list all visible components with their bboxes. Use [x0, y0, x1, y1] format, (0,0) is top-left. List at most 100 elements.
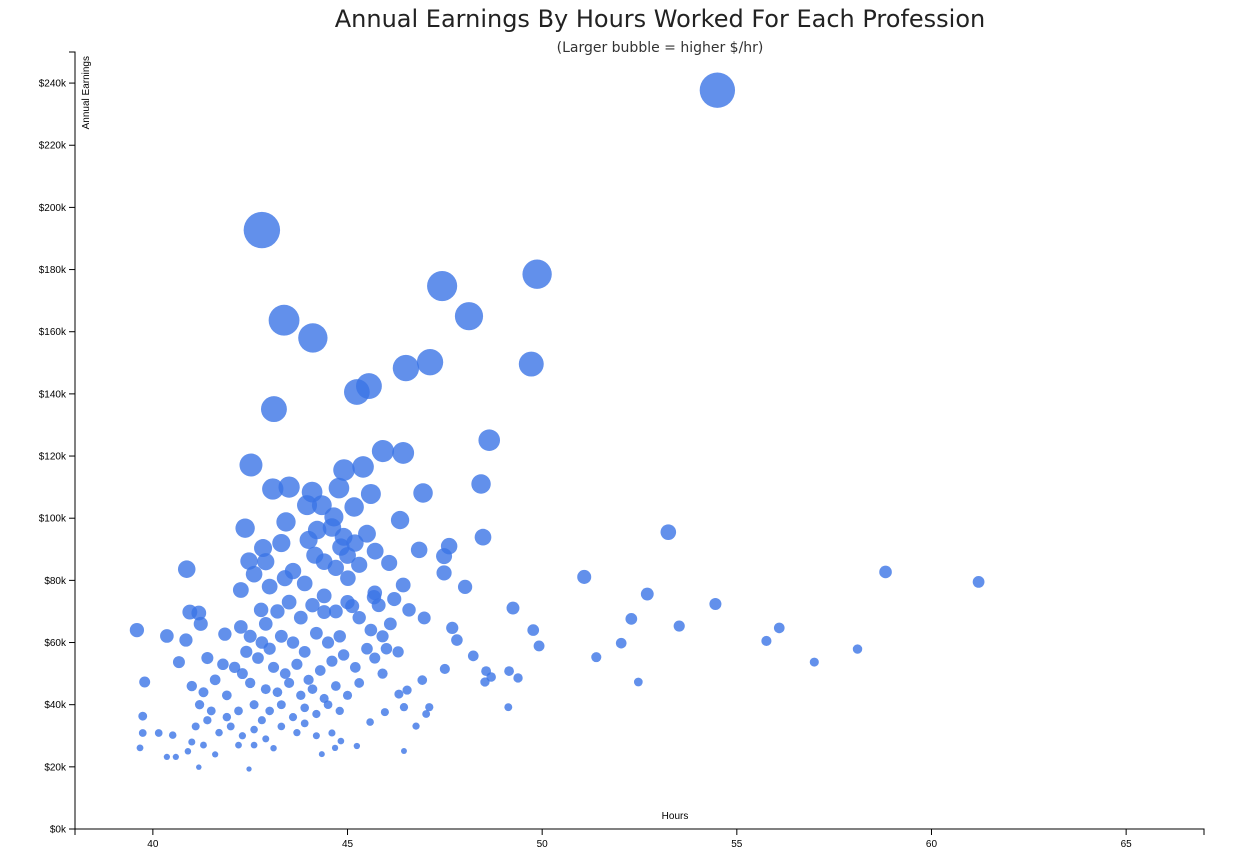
bubble-point [427, 270, 458, 302]
bubble-point [640, 587, 654, 601]
bubble-point [284, 677, 295, 688]
bubble-point [513, 673, 523, 683]
bubble-point [274, 629, 288, 643]
bubble-point [240, 552, 258, 570]
chart-title: Annual Earnings By Hours Worked For Each… [335, 5, 986, 33]
bubble-point [255, 636, 269, 649]
bubble-point [522, 259, 552, 289]
x-tick-label: 50 [537, 839, 549, 850]
bubble-point [352, 610, 366, 625]
bubble-point [344, 379, 370, 405]
bubble-point [402, 603, 416, 617]
y-axis: $0k $20k $40k $60k $80k $100k $120k $140k $160k $… [39, 51, 76, 836]
bubble-point [327, 559, 344, 577]
y-tick-label: $60k [44, 638, 67, 649]
bubble-point [417, 611, 431, 625]
bubble-point [291, 658, 303, 670]
bubble-point [395, 577, 411, 593]
bubble-point [533, 640, 545, 652]
y-tick-label: $40k [44, 700, 67, 711]
bubble-point [471, 474, 491, 494]
bubble-point [387, 591, 402, 607]
bubble-point [376, 630, 389, 643]
bubble-point [527, 624, 540, 636]
bubble-point [361, 642, 373, 655]
bubble-point [761, 635, 772, 647]
bubble-point [314, 665, 326, 676]
bubble-point [660, 524, 677, 540]
bubble-point [351, 556, 368, 573]
bubble-point [129, 622, 145, 638]
bubble-point [201, 652, 214, 665]
bubble-point [252, 652, 264, 664]
bubble-point [311, 495, 332, 516]
bubble-point [286, 636, 300, 649]
bubble-point [451, 634, 463, 646]
bubble-point [358, 524, 376, 543]
bubble-point [261, 578, 278, 595]
bubble-point [243, 629, 257, 643]
bubble-point [366, 542, 384, 560]
bubble-point [238, 732, 247, 740]
bubble-point [344, 497, 364, 517]
bubble-point [467, 650, 479, 662]
bubble-point [277, 722, 286, 731]
bubble-point [235, 741, 242, 749]
bubble-point [773, 622, 785, 634]
bubble-point [272, 687, 283, 698]
bubble-point [250, 725, 258, 734]
bubble-point [615, 637, 627, 649]
bubble-point [250, 741, 258, 749]
bubble-point [257, 553, 275, 571]
bubble-point [154, 729, 163, 737]
x-tick-label: 55 [731, 839, 743, 850]
bubble-point [439, 663, 450, 675]
y-tick-label: $0k [50, 825, 67, 836]
bubble-point [270, 744, 277, 752]
bubble-point [328, 729, 336, 737]
bubble-point [416, 349, 444, 376]
bubble-point [972, 576, 985, 588]
y-axis-line [69, 51, 76, 830]
bubble-point [246, 766, 252, 772]
bubble-point [366, 718, 374, 726]
y-tick-label: $80k [44, 576, 67, 587]
bubble-point [380, 708, 389, 717]
bubble-point [392, 646, 404, 658]
x-axis-label: Hours [662, 811, 689, 822]
bubble-point [293, 729, 301, 737]
bubble-point [191, 605, 207, 621]
bubble-point [293, 610, 308, 625]
bubble-point [215, 728, 223, 737]
bubble-point [221, 690, 232, 701]
bubble-point [172, 656, 185, 669]
bubble-point [160, 629, 174, 643]
bubble-point [349, 662, 361, 673]
y-tick-label: $180k [39, 265, 67, 276]
bubble-point [276, 700, 286, 710]
bubble-point [335, 706, 344, 716]
bubble-point [260, 396, 287, 423]
bubble-point [436, 565, 452, 581]
x-tick-label: 65 [1121, 839, 1133, 850]
bubble-point [852, 644, 863, 654]
bubble-point [340, 570, 356, 586]
y-tick-label: $160k [39, 327, 67, 338]
bubble-point [203, 716, 212, 725]
bubble-point [410, 541, 428, 559]
y-tick-label: $200k [39, 203, 67, 214]
bubble-point [232, 582, 249, 598]
bubble-point [296, 575, 313, 592]
bubble-point [504, 666, 514, 676]
bubble-point [297, 495, 318, 516]
bubble-point [200, 741, 207, 749]
bubble-point [186, 680, 198, 692]
bubble-point [354, 678, 365, 688]
bubble-point [337, 737, 345, 745]
bubble-point [300, 719, 309, 728]
x-axis-line [74, 828, 1205, 835]
bubble-point [352, 456, 374, 478]
bubble-point [380, 642, 393, 655]
bubble-point [179, 633, 193, 647]
bubble-point [381, 554, 398, 572]
